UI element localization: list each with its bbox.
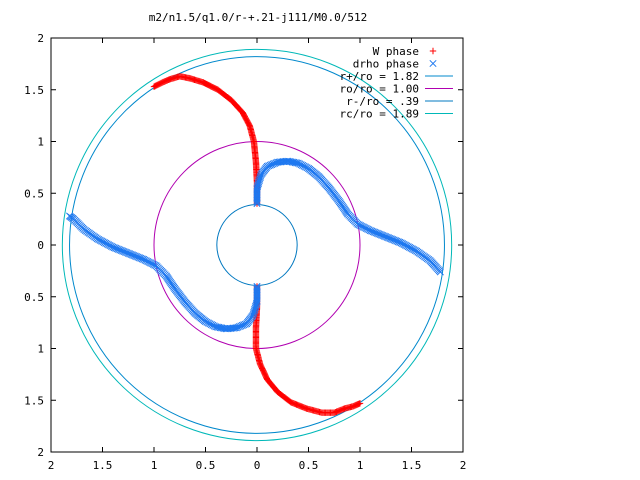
legend-label: W phase	[373, 45, 419, 58]
x-tick-label: 2	[460, 459, 467, 472]
legend-label: drho phase	[353, 58, 419, 71]
y-tick-label: 0.5	[24, 187, 44, 200]
drho-phase-point	[216, 324, 224, 332]
legend-label: ro/ro = 1.00	[340, 83, 419, 96]
y-tick-label: 0.5	[24, 291, 44, 304]
drho-phase-point	[288, 158, 296, 166]
legend-label: r+/ro = 1.82	[340, 70, 419, 83]
drho-phase-point	[215, 323, 223, 331]
y-tick-label: 0	[37, 239, 44, 252]
w-phase-point	[356, 400, 364, 407]
y-tick-label: 2	[37, 446, 44, 459]
x-tick-label: 0.5	[299, 459, 319, 472]
legend-label: rc/ro = 1.89	[340, 108, 419, 121]
w-phase-point	[429, 47, 437, 55]
x-tick-label: 1.5	[93, 459, 113, 472]
data-marks	[65, 73, 444, 416]
drho-phase-point	[221, 324, 229, 333]
drho-phase-point	[291, 159, 299, 167]
y-tick-label: 1	[37, 136, 44, 149]
drho-phase-point	[284, 157, 292, 165]
drho-phase-point	[218, 324, 226, 332]
drho-phase-point	[429, 59, 437, 68]
axis-ticks: 2 1.5 1 0.5 0 0.5 1 1.5 221.510.500.511.52	[24, 32, 466, 472]
reference-circle	[69, 56, 445, 434]
drho-phase-point	[436, 268, 444, 276]
drho-phase-point	[219, 324, 227, 332]
drho-phase-point	[65, 212, 74, 220]
drho-phase-point	[287, 158, 295, 166]
drho-phase-point	[290, 158, 298, 166]
w-phase-point	[150, 83, 158, 90]
y-tick-label: 1.5	[24, 84, 44, 97]
w-phase-point	[151, 82, 159, 90]
chart-title: m2/n1.5/q1.0/r-+.21-j111/M0.0/512	[149, 11, 368, 24]
x-tick-label: 2	[48, 459, 55, 472]
x-tick-label: 1	[151, 459, 158, 472]
x-tick-label: 1	[357, 459, 364, 472]
drho-phase-point	[222, 325, 230, 333]
x-tick-label: 0	[254, 459, 261, 472]
drho-phase-point	[285, 157, 293, 166]
x-tick-label: 1.5	[402, 459, 422, 472]
y-tick-label: 1.5	[24, 394, 44, 407]
reference-circle	[61, 48, 453, 442]
y-tick-label: 2	[37, 32, 44, 45]
legend-label: r-/ro = .39	[346, 95, 419, 108]
x-tick-label: 0.5	[196, 459, 216, 472]
reference-circle	[216, 204, 298, 286]
y-tick-label: 1	[37, 343, 44, 356]
